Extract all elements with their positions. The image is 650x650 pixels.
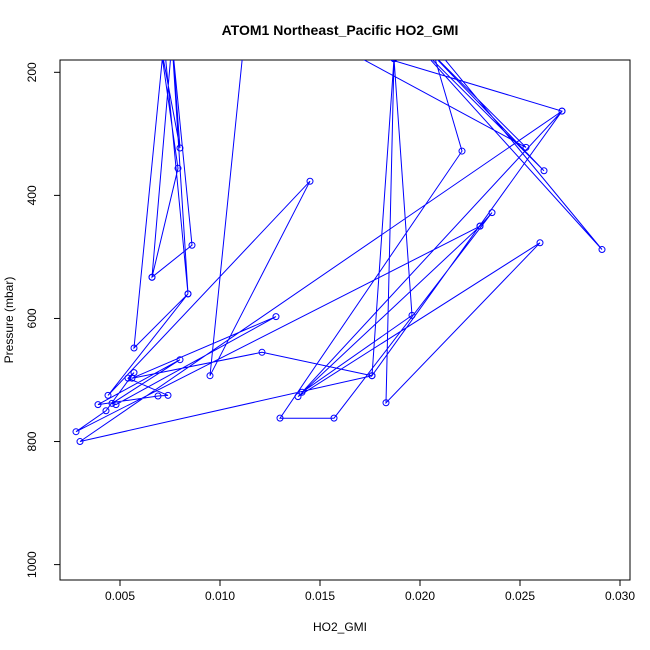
data-point (164, 391, 172, 399)
data-point (540, 167, 548, 175)
data-point (184, 290, 192, 298)
x-tick-label: 0.020 (405, 589, 435, 603)
data-point (108, 399, 116, 407)
data-point (154, 392, 162, 400)
y-axis: 200 400 600 800 1000 (25, 62, 61, 578)
y-axis-label: Pressure (mbar) (2, 277, 16, 364)
y-tick-label: 200 (25, 62, 39, 82)
chart-title: ATOM1 Northeast_Pacific HO2_GMI (222, 22, 459, 38)
plot-frame (59, 59, 631, 581)
data-point (558, 107, 566, 115)
data-point (241, 39, 247, 45)
series-points (72, 39, 606, 446)
x-tick-label: 0.030 (605, 589, 635, 603)
y-tick-label: 400 (25, 185, 39, 205)
data-point (330, 414, 338, 422)
data-point (169, 39, 175, 45)
data-point (148, 273, 156, 281)
data-point (112, 401, 120, 409)
data-point (94, 401, 102, 409)
data-point (102, 407, 110, 415)
y-tick-label: 600 (25, 308, 39, 328)
data-point (276, 414, 284, 422)
data-point (169, 39, 175, 45)
data-point (368, 372, 376, 380)
data-point (390, 60, 398, 63)
data-point (476, 222, 484, 230)
data-point (104, 391, 112, 399)
x-tick-label: 0.010 (205, 589, 235, 603)
data-point (382, 399, 390, 407)
data-point (130, 344, 138, 352)
y-tick-label: 1000 (25, 551, 39, 578)
x-axis: 0.005 0.010 0.015 0.020 0.025 0.030 (105, 579, 635, 603)
data-point (72, 428, 80, 436)
y-tick-label: 800 (25, 431, 39, 451)
data-point (327, 39, 333, 45)
data-point (206, 372, 214, 380)
data-point (76, 438, 84, 446)
data-point (176, 356, 184, 364)
data-point (408, 311, 416, 319)
data-point (157, 39, 163, 45)
data-point (458, 147, 466, 155)
data-point (306, 177, 314, 185)
data-point (161, 39, 167, 45)
data-point (417, 39, 423, 45)
series-line (75, 60, 603, 442)
data-point (598, 246, 606, 254)
x-tick-label: 0.015 (305, 589, 335, 603)
data-point (124, 374, 132, 382)
data-point (488, 209, 496, 217)
data-point (188, 241, 196, 249)
data-point (427, 39, 433, 45)
data-point (130, 369, 138, 377)
data-point (174, 164, 182, 172)
data-point (176, 144, 184, 152)
data-point (536, 239, 544, 247)
data-point (298, 388, 306, 396)
data-point (294, 393, 302, 401)
x-tick-label: 0.005 (105, 589, 135, 603)
data-point (258, 348, 266, 356)
x-axis-label: HO2_GMI (313, 620, 367, 634)
data-point (411, 39, 417, 45)
data-point (522, 143, 530, 151)
series-lines (75, 60, 603, 442)
data-point (272, 313, 280, 321)
x-tick-label: 0.025 (505, 589, 535, 603)
